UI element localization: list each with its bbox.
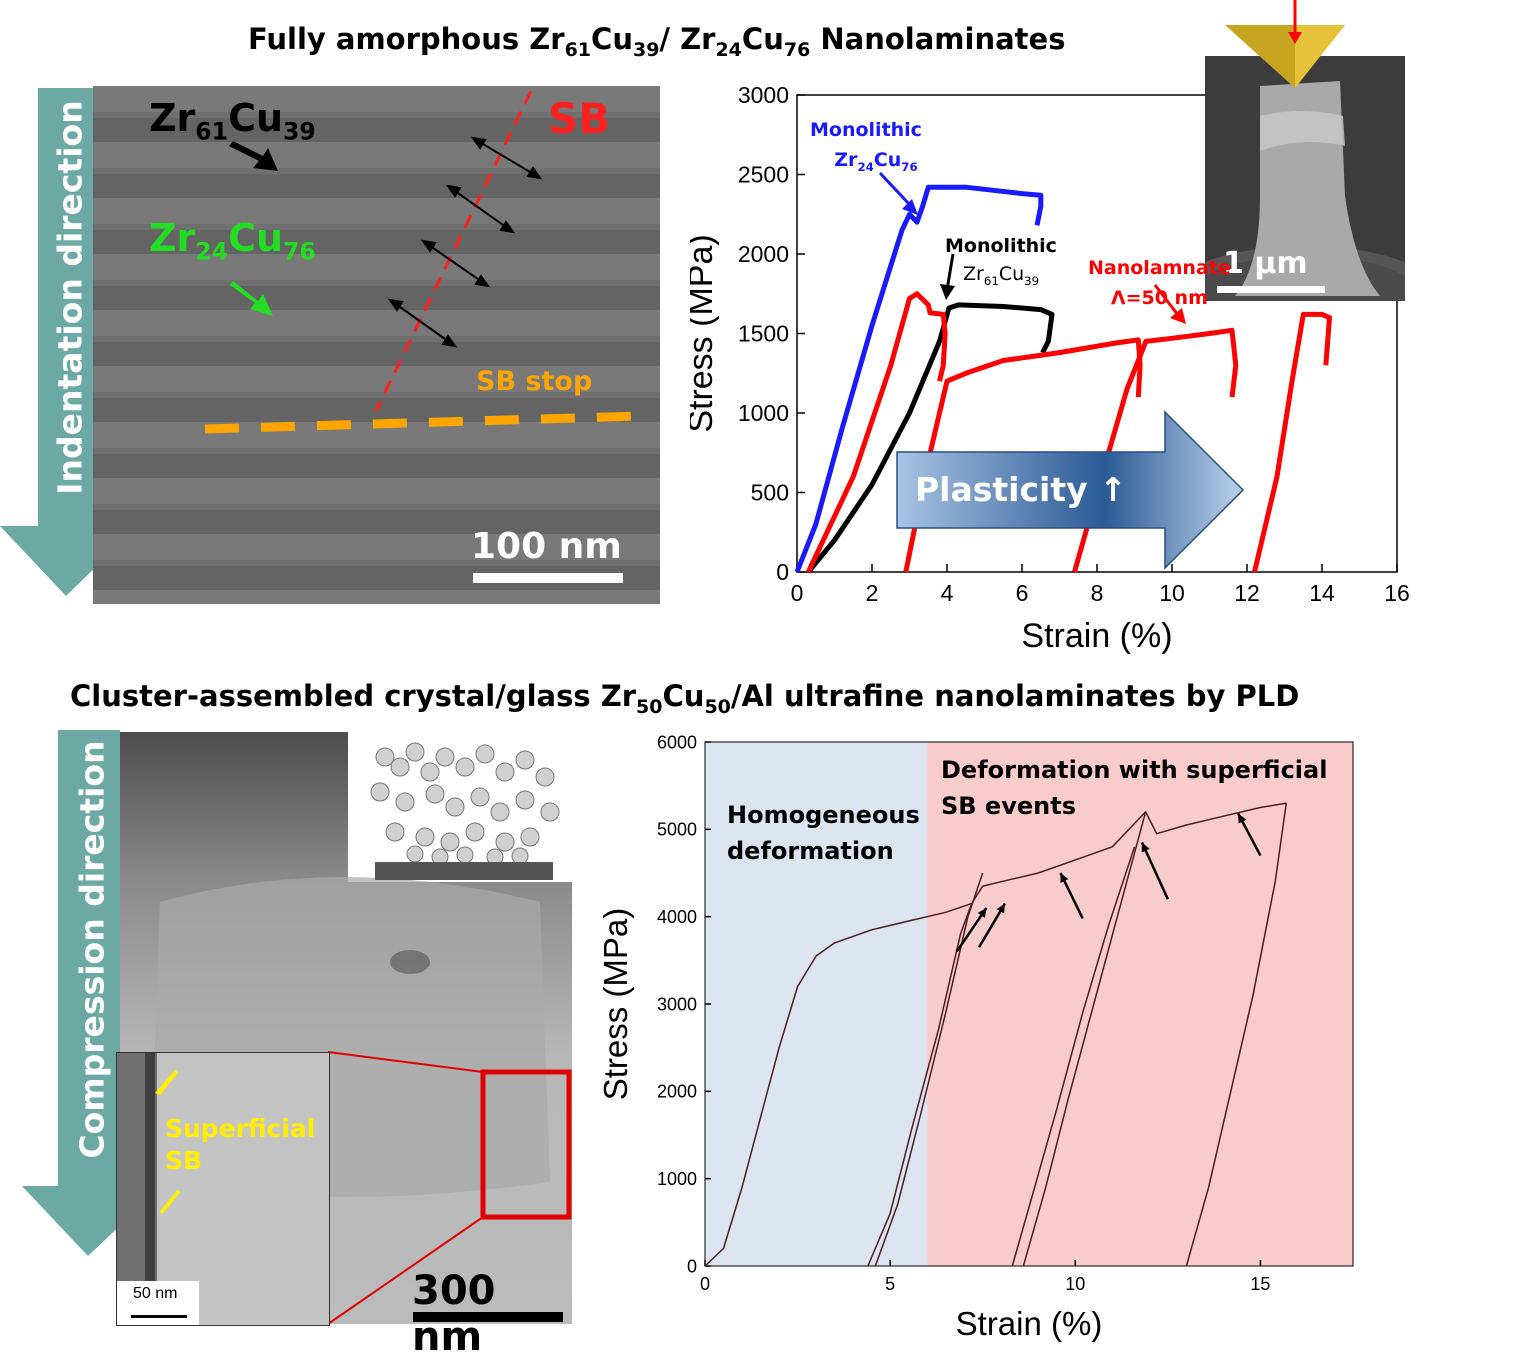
compression-direction-arrow: Compression direction <box>22 730 172 1260</box>
series-line <box>1011 846 1136 1267</box>
x-tick-label: 10 <box>1065 1274 1085 1294</box>
inset-micrograph: Superficial SB 50 nm <box>116 1052 330 1326</box>
sem-scale-label: 1 μm <box>1223 246 1308 281</box>
x-axis-label: Strain (%) <box>956 1305 1103 1342</box>
region-label-superficial: Deformation with superficial SB events <box>941 756 1328 820</box>
sb-event-arrow <box>1140 841 1169 900</box>
y-tick-label: 500 <box>751 480 789 506</box>
sb-event-arrowhead <box>977 907 987 918</box>
compression-direction-label: Compression direction <box>72 740 112 1159</box>
chart-top: 0 2 4 6 8 10 12 14 16 0 500 1000 1500 2000 2500 3000 Str… <box>690 82 1410 655</box>
series-line <box>806 302 1055 574</box>
sb-event-arrowhead <box>1141 842 1150 853</box>
y-tick-label: 1000 <box>738 400 789 426</box>
y-tick-label: 0 <box>776 559 789 585</box>
sb-stop-label: SB stop <box>476 366 593 397</box>
inset-scale-label: 50 nm <box>133 1285 178 1302</box>
chart-bottom: 0 5 10 15 0 1000 2000 3000 4000 5000 6000 Strain (%… <box>600 732 1354 1342</box>
y-tick-label: 2000 <box>738 241 789 267</box>
sb-label: SB <box>548 94 611 143</box>
sb-event-arrowhead <box>996 903 1005 914</box>
x-tick-label: 0 <box>791 580 804 606</box>
x-tick-label: 8 <box>1091 580 1104 606</box>
y-tick-label: 6000 <box>657 732 697 752</box>
tem-micrograph-top: Zr61Cu39 Zr24Cu76 SB SB stop 100 nm <box>93 86 660 604</box>
y-tick-label: 4000 <box>657 907 697 927</box>
y-tick-label: 2500 <box>738 162 789 188</box>
mono-zr24cu76-pointer <box>878 171 918 215</box>
x-tick-label: 5 <box>885 1274 895 1294</box>
y-tick-label: 3000 <box>657 994 697 1014</box>
x-tick-label: 4 <box>941 580 954 606</box>
superficial-label: Superficial SB <box>165 1114 316 1175</box>
y-tick-label: 5000 <box>657 820 697 840</box>
series-line <box>1252 311 1332 573</box>
indentation-direction-arrow: Indentation direction <box>0 88 140 598</box>
x-tick-label: 6 <box>1016 580 1029 606</box>
y-tick-label: 1000 <box>657 1169 697 1189</box>
top-title: Fully amorphous Zr61Cu39/ Zr24Cu76 Nanol… <box>248 22 1066 61</box>
y-tick-label: 0 <box>687 1256 697 1276</box>
bottom-title: Cluster-assembled crystal/glass Zr50Cu50… <box>70 679 1300 718</box>
y-axis-label: Stress (MPa) <box>690 234 720 432</box>
x-tick-label: 15 <box>1250 1274 1270 1294</box>
indentation-direction-label: Indentation direction <box>50 100 90 495</box>
mono-zr61cu39-pointer <box>940 253 955 300</box>
indenter-icon <box>1225 0 1345 88</box>
scale-bar-label-bottom: 300 nm <box>412 1268 496 1360</box>
sem-pillar-inset: 1 μm <box>1205 56 1405 301</box>
series-line <box>874 872 984 1267</box>
plasticity-label: Plasticity ↑ <box>915 470 1127 509</box>
plasticity-arrow <box>896 410 1245 570</box>
y-tick-label: 1500 <box>738 321 789 347</box>
series-line <box>1185 802 1288 1267</box>
series-line <box>806 291 948 574</box>
x-axis-label: Strain (%) <box>1021 617 1172 655</box>
sb-event-arrowhead <box>1060 873 1069 883</box>
scale-bar-label-top: 100 nm <box>471 526 622 567</box>
tem-micrograph-bottom: Superficial SB 50 nm 300 nm <box>116 732 572 1360</box>
y-tick-label: 2000 <box>657 1082 697 1102</box>
x-tick-label: 14 <box>1309 580 1335 606</box>
sb-event-arrowhead <box>1238 813 1247 824</box>
label-zr61cu39: Zr61Cu39 <box>149 96 316 146</box>
shaded-region <box>705 742 928 1266</box>
nanolaminate-pointer <box>1153 284 1186 324</box>
x-tick-label: 2 <box>866 580 879 606</box>
y-tick-label: 3000 <box>738 82 789 108</box>
x-tick-label: 0 <box>700 1274 710 1294</box>
mono-zr61cu39-annotation: Monolithic Zr61Cu39 <box>945 235 1057 288</box>
label-zr24cu76: Zr24Cu76 <box>149 216 316 266</box>
x-tick-label: 12 <box>1234 580 1260 606</box>
series-line <box>1022 811 1147 1267</box>
mono-zr24cu76-annotation: Monolithic Zr24Cu76 <box>810 119 922 174</box>
nanolaminate-annotation: Nanolamnate Λ=50 nm <box>1088 257 1231 309</box>
series-line <box>794 184 1044 573</box>
region-label-homogeneous: Homogeneous deformation <box>727 801 920 865</box>
x-tick-label: 16 <box>1384 580 1410 606</box>
series-line <box>867 903 973 1267</box>
y-axis-label: Stress (MPa) <box>600 908 634 1101</box>
x-tick-label: 10 <box>1159 580 1185 606</box>
cluster-illustration <box>370 742 560 880</box>
